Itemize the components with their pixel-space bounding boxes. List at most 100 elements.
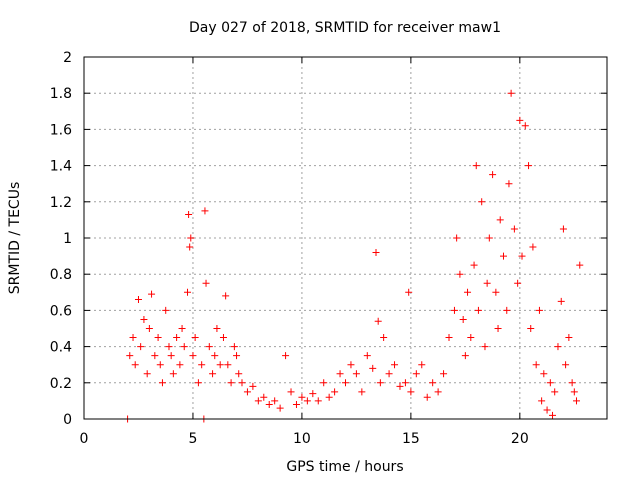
data-point: [570, 388, 578, 396]
data-point: [158, 379, 166, 387]
data-point: [243, 388, 251, 396]
data-point: [481, 343, 489, 351]
x-tick-label: 0: [80, 431, 89, 447]
data-point: [298, 393, 306, 401]
data-point: [494, 325, 502, 332]
data-point: [527, 325, 535, 332]
y-tick-label: 1.4: [50, 159, 72, 175]
data-point: [224, 361, 232, 369]
data-point: [184, 288, 192, 296]
data-point: [169, 370, 177, 378]
y-tick-label: 1: [63, 231, 72, 247]
y-axis-label: SRMTID / TECUs: [7, 182, 23, 295]
data-point: [194, 379, 202, 387]
data-point: [518, 252, 526, 260]
data-point: [216, 361, 224, 369]
data-point: [292, 401, 300, 409]
data-point: [516, 116, 524, 124]
y-tick-label: 1.6: [50, 122, 72, 138]
data-point: [363, 352, 371, 360]
data-point: [429, 379, 437, 387]
data-point: [440, 370, 448, 378]
data-point: [185, 210, 193, 218]
data-point: [211, 352, 219, 360]
data-point: [233, 352, 241, 360]
data-point: [450, 306, 458, 314]
data-point: [336, 370, 344, 378]
data-point: [187, 234, 195, 242]
data-point: [369, 364, 377, 372]
data-point: [222, 292, 230, 300]
data-point: [249, 382, 257, 390]
data-point: [380, 334, 388, 342]
data-point: [238, 379, 246, 387]
data-point: [254, 397, 262, 405]
data-point: [456, 270, 464, 278]
data-point: [154, 334, 162, 342]
data-point: [554, 343, 562, 351]
data-point: [205, 343, 213, 351]
data-point: [372, 248, 380, 256]
chart-title: Day 027 of 2018, SRMTID for receiver maw…: [189, 20, 501, 36]
data-point: [557, 297, 565, 305]
data-point: [467, 334, 475, 342]
data-point: [532, 361, 540, 369]
data-point: [325, 393, 333, 401]
data-point: [540, 370, 548, 378]
data-point: [131, 361, 139, 369]
x-axis-label: GPS time / hours: [286, 459, 403, 475]
data-point: [309, 390, 317, 398]
data-point: [129, 334, 137, 342]
data-point: [474, 306, 482, 314]
data-point: [276, 404, 284, 412]
data-point: [489, 171, 497, 179]
data-point: [271, 397, 279, 405]
data-point: [572, 397, 580, 405]
data-point: [176, 361, 184, 369]
data-point: [464, 288, 472, 296]
data-point: [472, 162, 480, 170]
y-tick-label: 0: [63, 412, 72, 428]
data-point: [483, 279, 491, 287]
data-point: [162, 306, 170, 314]
data-point: [140, 315, 148, 323]
data-point: [529, 243, 537, 251]
data-point: [265, 401, 273, 409]
data-point: [551, 388, 559, 396]
data-point: [546, 379, 554, 387]
data-point: [186, 243, 194, 251]
x-tick-label: 20: [511, 431, 529, 447]
data-point: [434, 388, 442, 396]
data-points: [124, 89, 584, 423]
data-point: [303, 397, 311, 405]
data-point: [470, 261, 478, 269]
data-point: [235, 370, 243, 378]
data-point: [209, 370, 217, 378]
data-point: [173, 334, 181, 342]
data-point: [535, 306, 543, 314]
data-point: [282, 352, 290, 360]
data-point: [376, 379, 384, 387]
y-tick-label: 0.6: [50, 303, 72, 319]
data-point: [525, 162, 533, 170]
data-point: [342, 379, 349, 387]
data-point: [418, 361, 426, 369]
data-point: [198, 361, 206, 369]
y-tick-label: 0.8: [50, 267, 72, 283]
data-point: [543, 406, 551, 414]
data-point: [412, 370, 420, 378]
y-tick-label: 1.2: [50, 195, 72, 211]
data-point: [503, 306, 511, 314]
y-tick-label: 1.8: [50, 86, 72, 102]
data-point: [505, 180, 513, 188]
data-point: [559, 225, 567, 233]
data-point: [167, 352, 175, 360]
data-point: [126, 352, 134, 360]
data-point: [453, 234, 461, 242]
data-point: [391, 361, 399, 369]
data-point: [562, 361, 570, 369]
y-tick-label: 0.2: [50, 376, 72, 392]
data-point: [314, 397, 322, 405]
data-point: [538, 397, 546, 405]
data-point: [219, 334, 227, 342]
